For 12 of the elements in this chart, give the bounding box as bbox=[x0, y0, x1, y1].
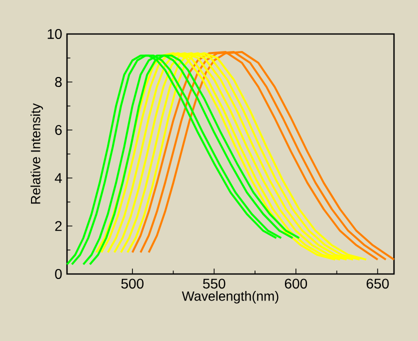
x-axis-title: Wavelength(nm) bbox=[182, 291, 278, 304]
y-tick-label: 2 bbox=[55, 221, 62, 231]
y-tick-label: 8 bbox=[55, 77, 62, 87]
y-tick-label: 0 bbox=[55, 269, 62, 279]
y-tick-label: 6 bbox=[55, 125, 62, 135]
x-tick-label: 500 bbox=[121, 278, 144, 289]
x-tick-label: 600 bbox=[284, 278, 308, 289]
x-tick-label: 550 bbox=[203, 278, 226, 289]
y-axis-title: Relative Intensity bbox=[30, 103, 43, 204]
y-tick-label: 4 bbox=[54, 173, 62, 183]
x-tick-label: 650 bbox=[366, 278, 389, 289]
y-tick-label: 10 bbox=[48, 29, 62, 39]
